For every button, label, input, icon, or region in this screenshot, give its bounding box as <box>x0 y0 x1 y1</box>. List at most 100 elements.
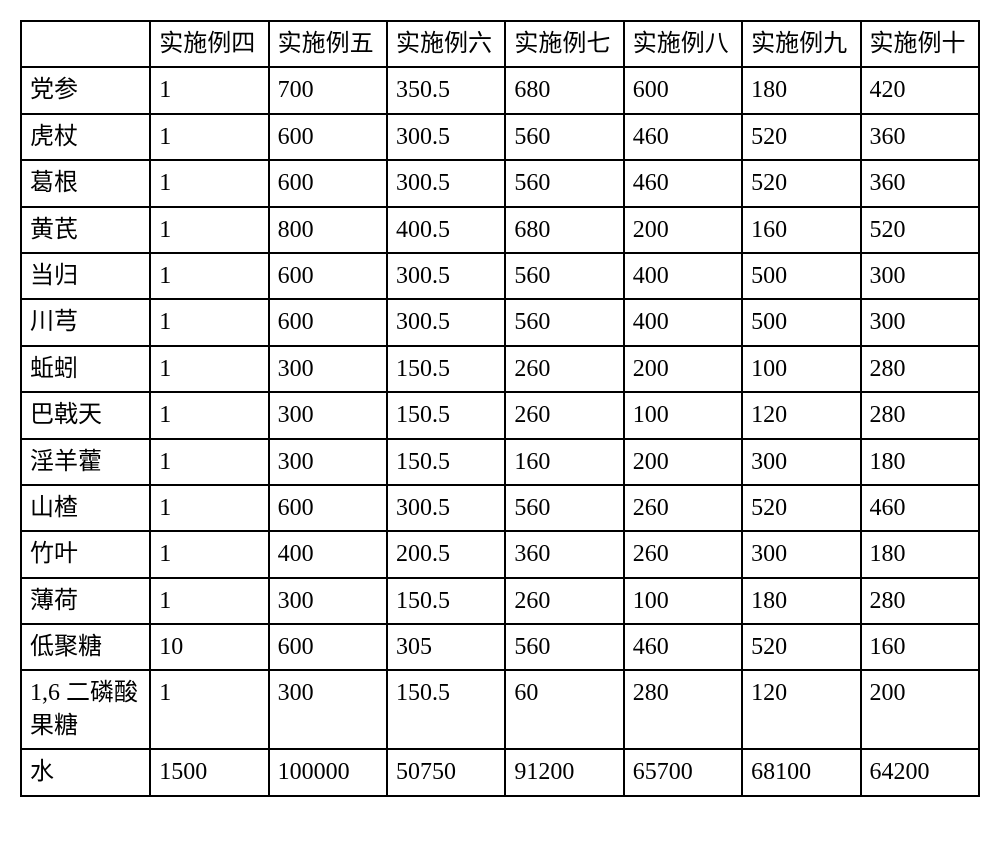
row-label: 薄荷 <box>21 578 150 624</box>
table-cell: 1 <box>150 207 268 253</box>
row-label: 低聚糖 <box>21 624 150 670</box>
table-cell: 560 <box>505 299 623 345</box>
table-cell: 700 <box>269 67 387 113</box>
table-cell: 200.5 <box>387 531 505 577</box>
table-cell: 1 <box>150 392 268 438</box>
column-header: 实施例六 <box>387 21 505 67</box>
table-cell: 300.5 <box>387 253 505 299</box>
table-cell: 65700 <box>624 749 742 795</box>
table-cell: 520 <box>742 624 860 670</box>
table-cell: 300.5 <box>387 114 505 160</box>
table-row: 1,6 二磷酸果糖1300150.560280120200 <box>21 670 979 749</box>
table-cell: 280 <box>861 578 979 624</box>
table-cell: 400 <box>624 253 742 299</box>
table-cell: 1 <box>150 578 268 624</box>
table-cell: 600 <box>269 485 387 531</box>
data-table: 实施例四 实施例五 实施例六 实施例七 实施例八 实施例九 实施例十 党参170… <box>20 20 980 797</box>
row-label: 当归 <box>21 253 150 299</box>
table-cell: 600 <box>269 160 387 206</box>
table-cell: 600 <box>624 67 742 113</box>
table-cell: 1 <box>150 346 268 392</box>
table-cell: 400.5 <box>387 207 505 253</box>
table-cell: 520 <box>742 485 860 531</box>
table-cell: 280 <box>624 670 742 749</box>
table-cell: 1 <box>150 67 268 113</box>
table-cell: 300 <box>742 439 860 485</box>
table-row: 山楂1600300.5560260520460 <box>21 485 979 531</box>
data-table-container: 实施例四 实施例五 实施例六 实施例七 实施例八 实施例九 实施例十 党参170… <box>20 20 980 797</box>
column-header: 实施例九 <box>742 21 860 67</box>
table-row: 川芎1600300.5560400500300 <box>21 299 979 345</box>
table-cell: 520 <box>742 114 860 160</box>
table-cell: 1 <box>150 485 268 531</box>
table-cell: 180 <box>861 439 979 485</box>
row-label: 葛根 <box>21 160 150 206</box>
table-row: 淫羊藿1300150.5160200300180 <box>21 439 979 485</box>
table-cell: 460 <box>624 160 742 206</box>
row-label: 黄芪 <box>21 207 150 253</box>
table-cell: 520 <box>742 160 860 206</box>
column-header: 实施例五 <box>269 21 387 67</box>
table-cell: 200 <box>624 439 742 485</box>
column-header: 实施例四 <box>150 21 268 67</box>
table-cell: 180 <box>861 531 979 577</box>
table-cell: 300 <box>742 531 860 577</box>
table-cell: 460 <box>624 624 742 670</box>
table-cell: 10 <box>150 624 268 670</box>
table-cell: 500 <box>742 299 860 345</box>
table-cell: 1 <box>150 299 268 345</box>
table-cell: 360 <box>861 114 979 160</box>
table-cell: 680 <box>505 207 623 253</box>
table-cell: 260 <box>624 485 742 531</box>
table-cell: 400 <box>269 531 387 577</box>
row-label: 蚯蚓 <box>21 346 150 392</box>
table-row: 葛根1600300.5560460520360 <box>21 160 979 206</box>
table-cell: 180 <box>742 67 860 113</box>
table-cell: 150.5 <box>387 670 505 749</box>
table-cell: 1 <box>150 253 268 299</box>
table-cell: 300.5 <box>387 299 505 345</box>
table-cell: 500 <box>742 253 860 299</box>
table-body: 党参1700350.5680600180420虎杖1600300.5560460… <box>21 67 979 795</box>
table-cell: 150.5 <box>387 392 505 438</box>
table-cell: 600 <box>269 253 387 299</box>
table-cell: 280 <box>861 346 979 392</box>
table-row: 低聚糖10600305560460520160 <box>21 624 979 670</box>
table-cell: 100 <box>624 392 742 438</box>
table-header-row: 实施例四 实施例五 实施例六 实施例七 实施例八 实施例九 实施例十 <box>21 21 979 67</box>
table-cell: 150.5 <box>387 346 505 392</box>
table-cell: 350.5 <box>387 67 505 113</box>
table-cell: 1 <box>150 114 268 160</box>
row-label: 巴戟天 <box>21 392 150 438</box>
table-cell: 120 <box>742 670 860 749</box>
table-cell: 150.5 <box>387 439 505 485</box>
table-cell: 1 <box>150 439 268 485</box>
table-cell: 1 <box>150 670 268 749</box>
table-cell: 150.5 <box>387 578 505 624</box>
column-header <box>21 21 150 67</box>
table-cell: 300 <box>861 299 979 345</box>
table-cell: 600 <box>269 624 387 670</box>
table-cell: 560 <box>505 253 623 299</box>
table-cell: 600 <box>269 114 387 160</box>
table-row: 党参1700350.5680600180420 <box>21 67 979 113</box>
table-cell: 560 <box>505 114 623 160</box>
row-label: 水 <box>21 749 150 795</box>
table-cell: 300.5 <box>387 485 505 531</box>
table-cell: 160 <box>861 624 979 670</box>
table-cell: 560 <box>505 160 623 206</box>
table-row: 虎杖1600300.5560460520360 <box>21 114 979 160</box>
table-cell: 560 <box>505 624 623 670</box>
table-cell: 60 <box>505 670 623 749</box>
table-cell: 280 <box>861 392 979 438</box>
column-header: 实施例七 <box>505 21 623 67</box>
table-cell: 300 <box>269 439 387 485</box>
row-label: 山楂 <box>21 485 150 531</box>
table-cell: 300 <box>269 670 387 749</box>
table-cell: 260 <box>505 346 623 392</box>
table-cell: 460 <box>861 485 979 531</box>
row-label: 川芎 <box>21 299 150 345</box>
table-cell: 200 <box>861 670 979 749</box>
table-cell: 180 <box>742 578 860 624</box>
table-cell: 200 <box>624 346 742 392</box>
